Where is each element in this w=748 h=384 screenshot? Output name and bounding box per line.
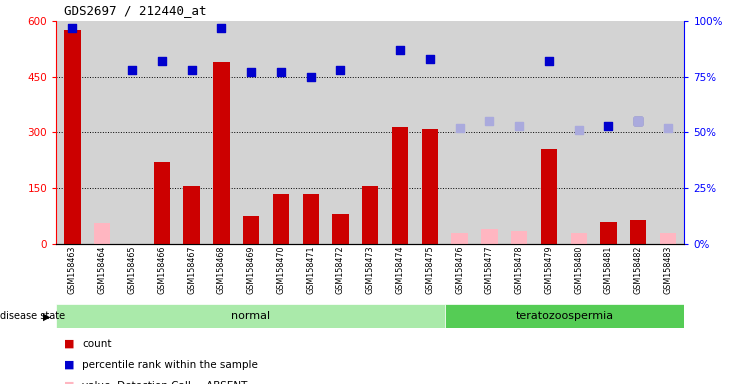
Point xyxy=(602,123,614,129)
Bar xyxy=(541,149,557,244)
Text: teratozoospermia: teratozoospermia xyxy=(515,311,614,321)
Bar xyxy=(630,220,646,244)
Text: GDS2697 / 212440_at: GDS2697 / 212440_at xyxy=(64,4,206,17)
Text: ■: ■ xyxy=(64,381,74,384)
Point xyxy=(632,118,644,124)
Bar xyxy=(243,216,260,244)
Text: ▶: ▶ xyxy=(43,311,51,321)
Point xyxy=(424,56,436,62)
Bar xyxy=(451,233,468,244)
Bar xyxy=(94,223,111,244)
Bar xyxy=(302,194,319,244)
Point xyxy=(543,58,555,64)
Bar xyxy=(273,194,289,244)
Text: ■: ■ xyxy=(64,339,74,349)
Point xyxy=(245,69,257,75)
Point xyxy=(67,25,79,31)
Bar xyxy=(332,214,349,244)
Bar xyxy=(64,30,81,244)
Point xyxy=(394,47,406,53)
Text: disease state: disease state xyxy=(0,311,65,321)
Text: ■: ■ xyxy=(64,360,74,370)
Text: percentile rank within the sample: percentile rank within the sample xyxy=(82,360,258,370)
Text: normal: normal xyxy=(231,311,270,321)
Bar xyxy=(445,304,684,328)
Point xyxy=(513,123,525,129)
Point xyxy=(186,67,197,73)
Bar xyxy=(481,229,497,244)
Bar xyxy=(183,186,200,244)
Bar xyxy=(362,186,378,244)
Point xyxy=(275,69,287,75)
Point xyxy=(573,127,585,133)
Point xyxy=(304,74,316,80)
Bar xyxy=(422,129,438,244)
Bar xyxy=(56,304,445,328)
Bar xyxy=(392,127,408,244)
Point xyxy=(483,118,495,124)
Point xyxy=(156,58,168,64)
Point xyxy=(453,125,465,131)
Bar xyxy=(511,231,527,244)
Point xyxy=(334,67,346,73)
Point xyxy=(632,118,644,124)
Text: value, Detection Call = ABSENT: value, Detection Call = ABSENT xyxy=(82,381,248,384)
Point xyxy=(662,125,674,131)
Bar xyxy=(571,233,587,244)
Bar xyxy=(601,222,616,244)
Bar xyxy=(213,62,230,244)
Point xyxy=(215,25,227,31)
Point xyxy=(126,67,138,73)
Bar xyxy=(660,233,676,244)
Text: count: count xyxy=(82,339,111,349)
Bar xyxy=(153,162,170,244)
